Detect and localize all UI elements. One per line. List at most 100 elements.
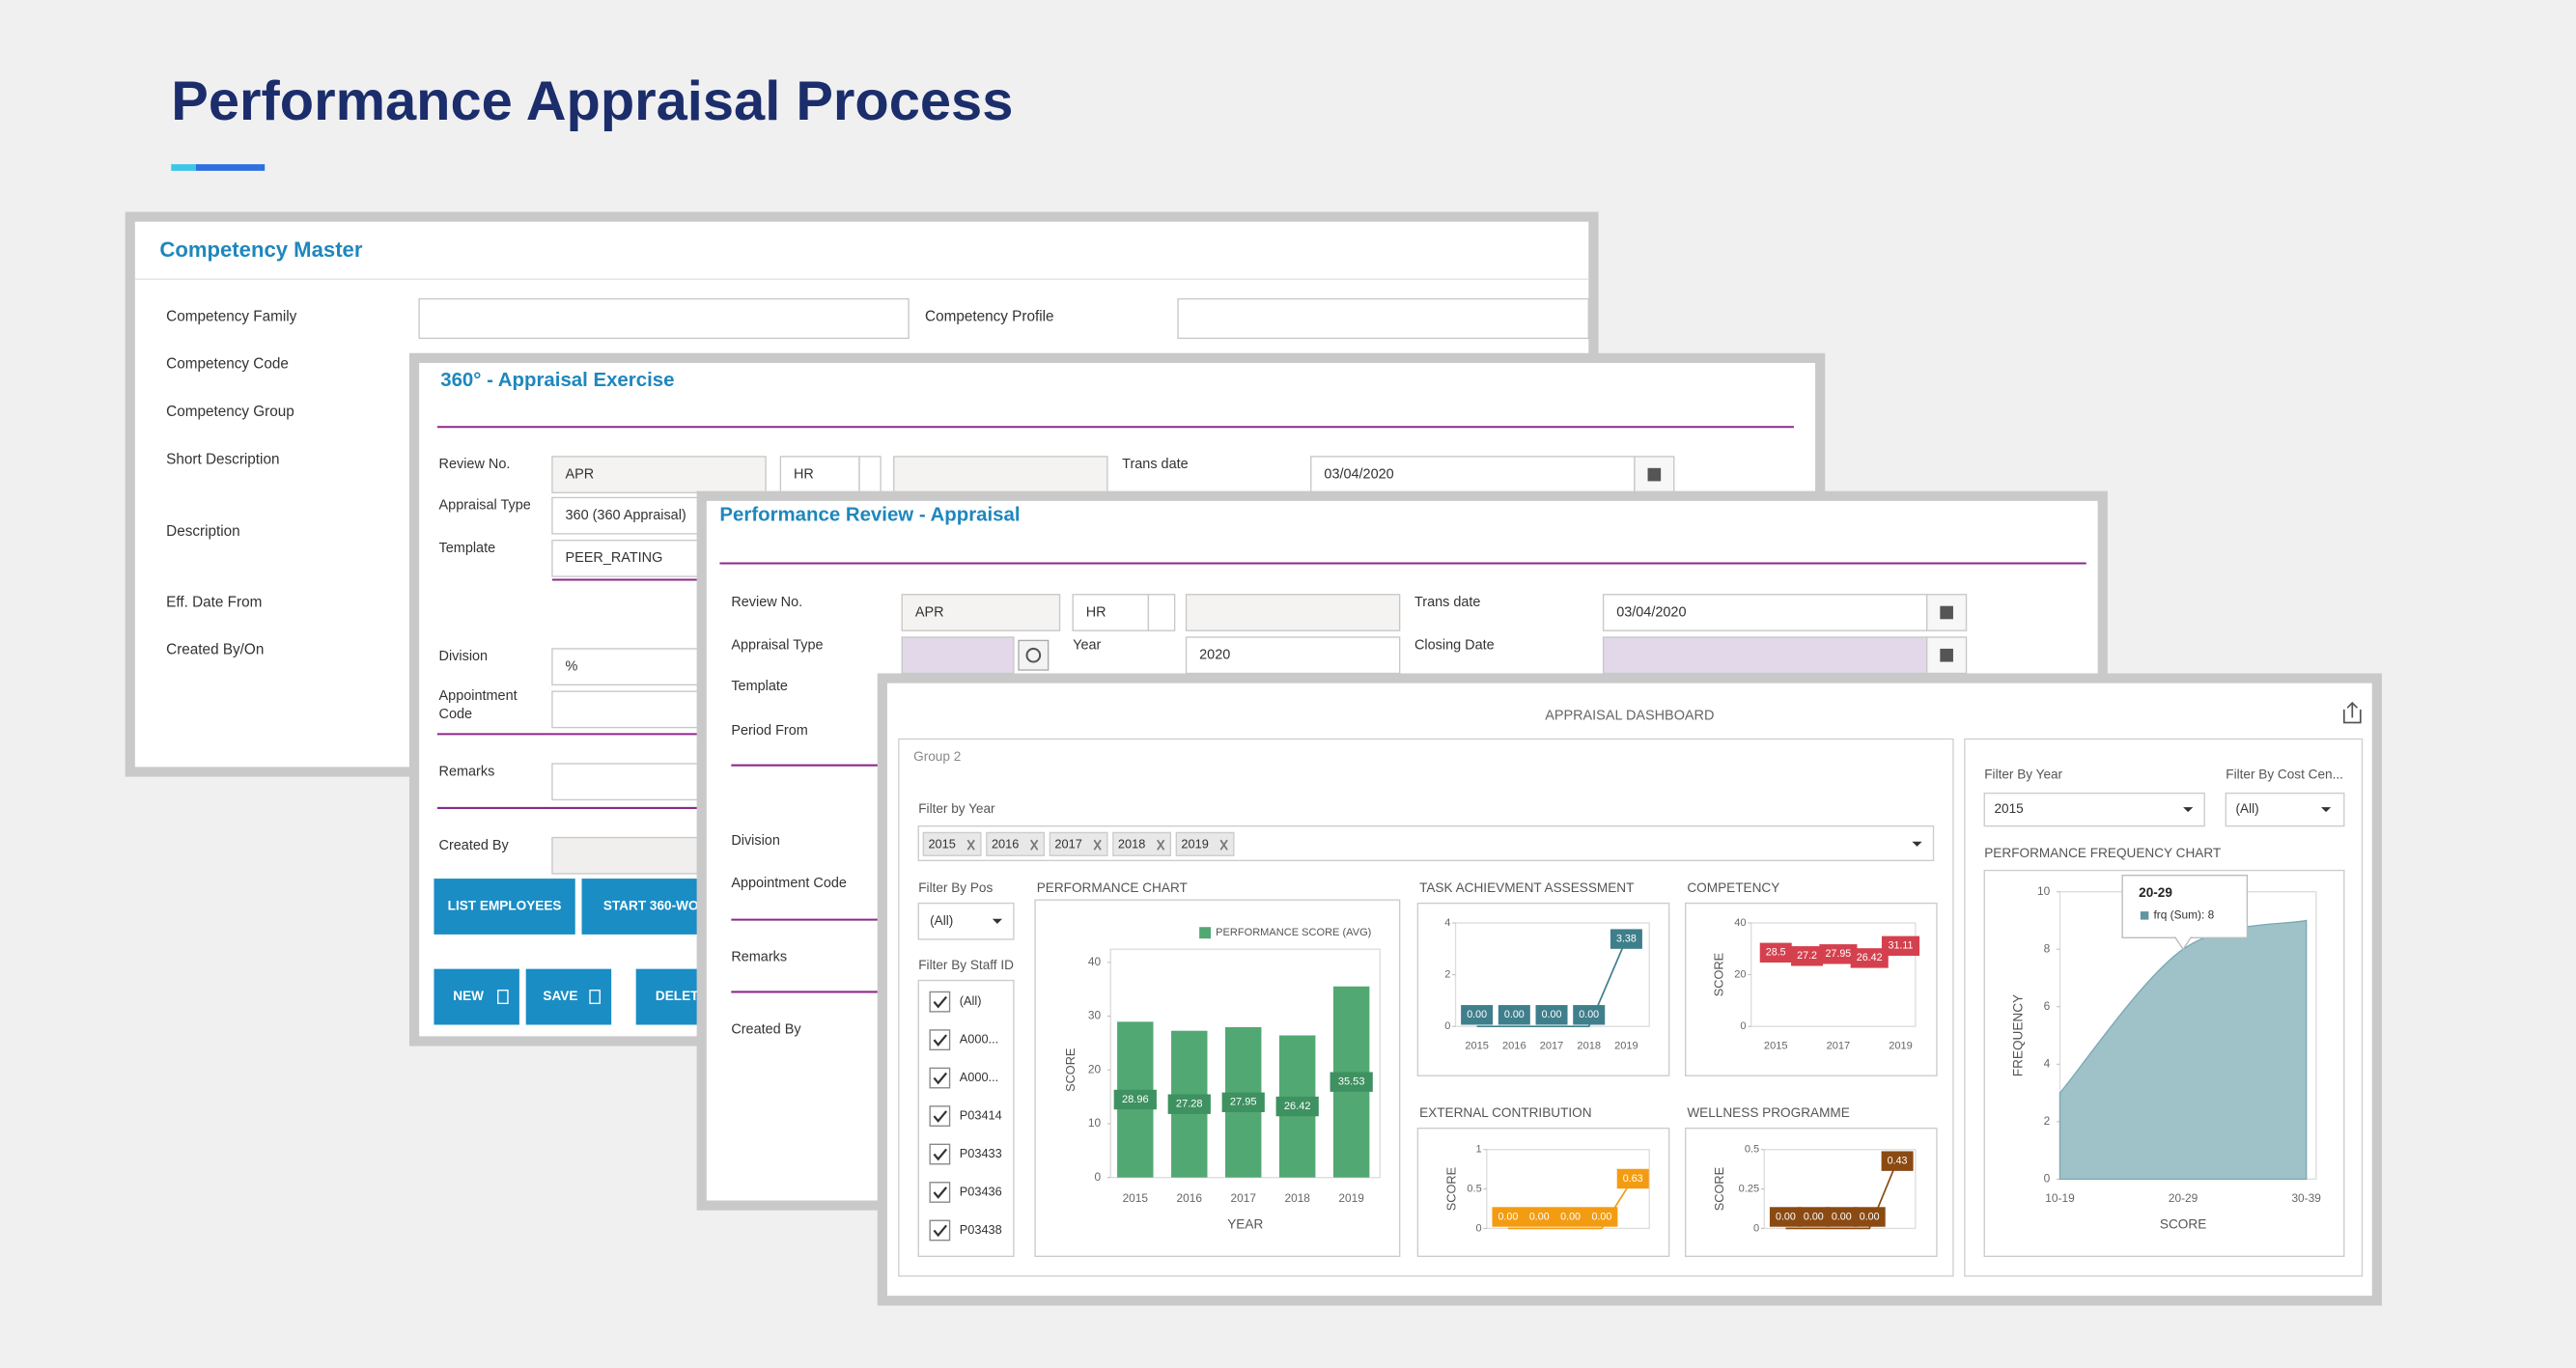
button[interactable] [525, 968, 612, 1025]
value-label-box [1113, 1089, 1157, 1110]
x-tick-label: 2019 [1889, 1041, 1913, 1052]
tag-remove [1219, 839, 1228, 851]
dropdown-arrow [2183, 807, 2194, 813]
list-item: A000... [960, 1031, 998, 1046]
y-tick-label: 6 [2044, 999, 2051, 1013]
field-label: Code [439, 707, 473, 722]
checkbox[interactable] [929, 991, 951, 1013]
checkbox[interactable] [929, 1029, 951, 1051]
field-label: Trans date [1414, 595, 1480, 610]
check-mark [933, 1224, 948, 1238]
list-item: (All) [960, 993, 982, 1008]
line [1785, 1159, 1898, 1230]
input-field[interactable] [1185, 594, 1401, 631]
y-tick-label: 30 [1088, 1009, 1102, 1022]
checkbox[interactable] [929, 1105, 951, 1127]
dropdown-arrow [2320, 807, 2332, 813]
axis-title: SCORE [1712, 953, 1726, 996]
input-field[interactable] [901, 594, 1061, 631]
filter-tag[interactable] [1175, 831, 1235, 856]
value-label-box [1554, 1207, 1587, 1227]
axis-title: SCORE [1712, 1167, 1726, 1211]
input-field[interactable] [858, 456, 882, 494]
input-field[interactable] [1602, 594, 1928, 631]
field-label: Appointment Code [731, 876, 847, 891]
y-tick-label: 2 [2044, 1114, 2051, 1128]
value-label-box [1535, 1005, 1568, 1025]
filter-tag[interactable] [922, 831, 982, 856]
input-field[interactable] [1147, 594, 1176, 631]
tag-remove [1157, 839, 1165, 851]
checkbox[interactable] [929, 1067, 951, 1089]
button[interactable] [434, 968, 519, 1025]
filter-tag[interactable] [1049, 831, 1108, 856]
filter-tag[interactable] [986, 831, 1046, 856]
button[interactable] [434, 879, 575, 935]
field-value: PEER_RATING [566, 550, 663, 566]
y-tick-label: 0 [1444, 1020, 1450, 1032]
x-tick-label: 2019 [1614, 1041, 1638, 1052]
export-icon[interactable] [2342, 701, 2362, 724]
filter-tag[interactable] [1112, 831, 1172, 856]
y-tick-label: 0 [2044, 1172, 2051, 1186]
input-field[interactable] [901, 636, 1015, 675]
value-label-box [1853, 1207, 1886, 1227]
calendar-icon [1647, 467, 1662, 482]
input-field[interactable] [418, 297, 910, 340]
input-field[interactable] [551, 456, 767, 494]
value-label-box [1461, 1005, 1494, 1025]
value-label: 0.00 [1542, 1009, 1562, 1020]
value-label-box [1221, 1092, 1265, 1113]
value-label: 0.00 [1579, 1009, 1599, 1020]
value-label-box [1275, 1096, 1319, 1117]
tooltip-swatch [2140, 911, 2149, 920]
panel-title: 360° - Appraisal Exercise [440, 370, 674, 391]
filter-label: Filter by Year [918, 801, 995, 816]
checkbox[interactable] [929, 1182, 951, 1203]
x-tick-label: 20-29 [2169, 1191, 2198, 1205]
tooltip-pointer [2174, 936, 2193, 951]
value-label-box [1523, 1207, 1555, 1227]
input-field[interactable] [1072, 594, 1150, 631]
field-label: Template [731, 679, 788, 694]
input-field[interactable] [779, 456, 860, 494]
value-label-box [1759, 942, 1792, 963]
input-field[interactable] [1602, 636, 1928, 675]
axis-title: SCORE [1063, 1048, 1078, 1092]
input-field[interactable] [893, 456, 1108, 494]
y-tick-label: 0 [1476, 1222, 1482, 1234]
tag-remove [1093, 839, 1102, 851]
value-label-box [1498, 1005, 1530, 1025]
refresh-button[interactable] [1018, 639, 1050, 671]
field-label: Created By [439, 838, 510, 853]
value-label: 0.00 [1498, 1211, 1519, 1222]
y-tick-label: 10 [1088, 1116, 1102, 1130]
x-tick-label: 2015 [1465, 1041, 1489, 1052]
value-label: 0.00 [1804, 1211, 1824, 1222]
input-field[interactable] [1177, 297, 1589, 340]
y-tick-label: 0.5 [1467, 1184, 1481, 1195]
accent-bar [195, 164, 266, 171]
dashboard-title: APPRAISAL DASHBOARD [1545, 708, 1714, 723]
value-label: 0.00 [1832, 1211, 1852, 1222]
dropdown[interactable] [1983, 792, 2205, 827]
field-label: Review No. [439, 457, 511, 472]
legend-swatch [1199, 927, 1212, 939]
x-tick-label: 2015 [1764, 1041, 1788, 1052]
dropdown-value: (All) [930, 913, 953, 928]
input-field[interactable] [1185, 636, 1401, 675]
x-tick-label: 2017 [1827, 1041, 1851, 1052]
axis-title: FREQUENCY [2011, 994, 2026, 1076]
value-label: 28.5 [1766, 947, 1786, 959]
button-icon [497, 990, 509, 1005]
value-label: 27.28 [1176, 1099, 1203, 1110]
y-tick-label: 40 [1734, 917, 1746, 929]
field-label: Review No. [731, 595, 802, 610]
checkbox[interactable] [929, 1219, 951, 1242]
group-box [898, 738, 1954, 1277]
x-tick-label: 2018 [1284, 1191, 1310, 1205]
list-item: A000... [960, 1070, 998, 1084]
value-label-box [1850, 948, 1889, 968]
checkbox[interactable] [929, 1143, 951, 1165]
